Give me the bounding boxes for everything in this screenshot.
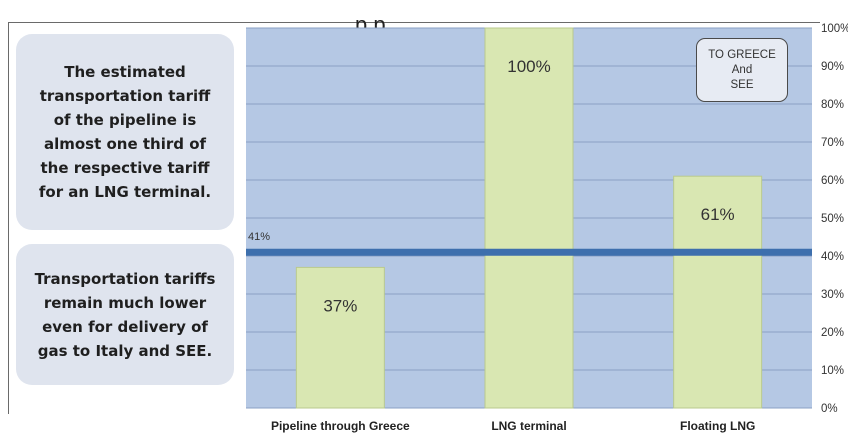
y-tick-label: 30%	[821, 289, 844, 301]
x-category-label: Pipeline through Greece	[271, 419, 410, 433]
bar-data-label: 100%	[507, 57, 550, 76]
y-tick-label: 70%	[821, 137, 844, 149]
side-note-lower-tariffs: Transportation tariffs remain much lower…	[16, 244, 234, 385]
destination-note-line-1: TO GREECE	[708, 48, 776, 61]
bar-data-label: 37%	[323, 296, 357, 315]
y-tick-label: 10%	[821, 365, 844, 377]
y-tick-label: 60%	[821, 175, 844, 187]
x-category-label: LNG terminal	[491, 419, 566, 433]
side-note-pipeline-tariff: The estimated transportation tariff of t…	[16, 34, 234, 230]
reference-line-label: 41%	[248, 231, 270, 243]
bar-2	[484, 27, 574, 409]
destination-note-line-3: SEE	[730, 78, 754, 91]
bar-1	[295, 266, 385, 409]
y-tick-label: 100%	[821, 23, 848, 35]
y-tick-label: 20%	[821, 327, 844, 339]
x-category-label: Floating LNG	[680, 419, 755, 433]
y-tick-label: 40%	[821, 251, 844, 263]
destination-note-box: TO GREECE And SEE	[696, 38, 788, 102]
y-tick-label: 50%	[821, 213, 844, 225]
bar-3	[673, 175, 763, 409]
y-tick-label: 90%	[821, 61, 844, 73]
destination-note-line-2: And	[731, 63, 753, 76]
y-tick-label: 80%	[821, 99, 844, 111]
bar-data-label: 61%	[701, 205, 735, 224]
y-tick-label: 0%	[821, 403, 838, 415]
